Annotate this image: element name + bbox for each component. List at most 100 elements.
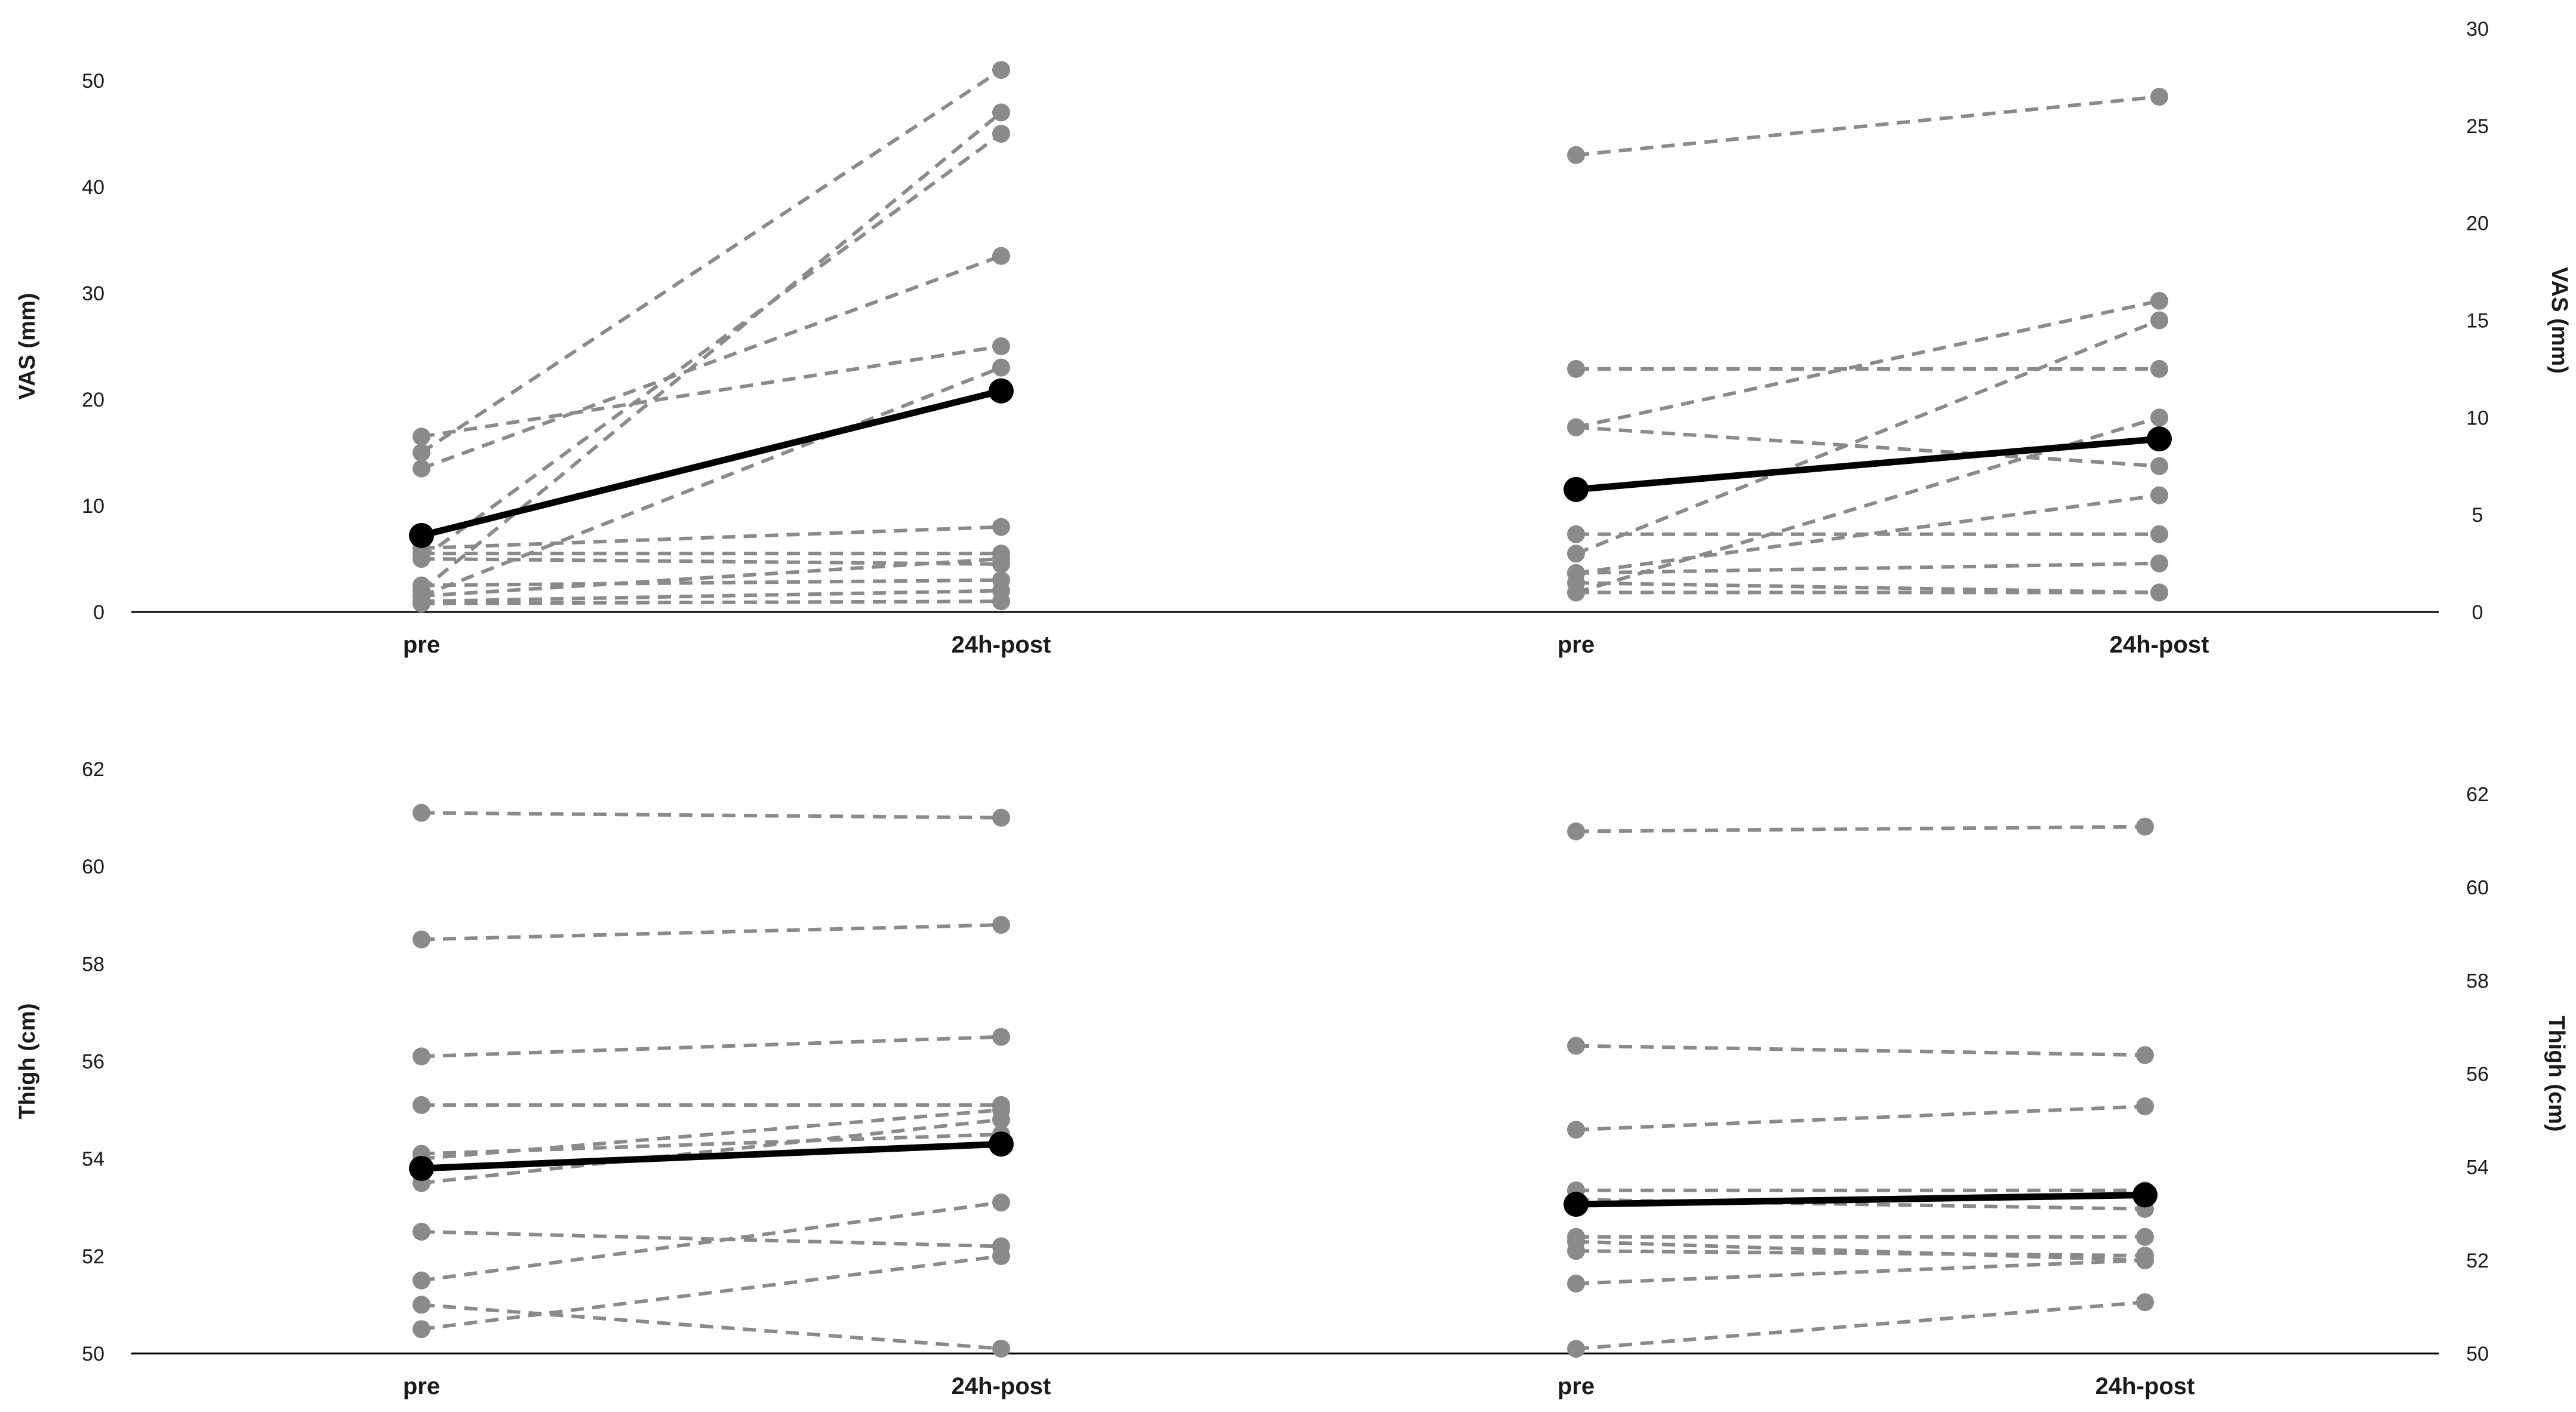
individual-point bbox=[413, 444, 430, 462]
individual-point bbox=[2136, 817, 2154, 836]
individual-point bbox=[1567, 822, 1585, 841]
individual-point bbox=[2136, 1097, 2154, 1116]
y-tick-label: 0 bbox=[2472, 601, 2483, 624]
y-tick-label: 58 bbox=[2466, 970, 2489, 992]
individual-point bbox=[992, 592, 1010, 611]
individual-point bbox=[1567, 525, 1585, 543]
individual-line bbox=[421, 599, 1002, 605]
y-axis-label: Thigh (cm) bbox=[2544, 1016, 2569, 1131]
y-tick-label: 0 bbox=[93, 601, 104, 624]
individual-line bbox=[1575, 425, 2160, 468]
chart-panel-3: 50 52 54 56 58 60 62 Thigh (cm) pre 24h-post bbox=[15, 758, 1289, 1399]
y-tick-label: 40 bbox=[82, 176, 104, 199]
individual-point bbox=[413, 459, 430, 478]
y-tick-label: 58 bbox=[82, 953, 104, 976]
individual-line bbox=[1575, 1239, 2146, 1262]
y-axis-label: VAS (mm) bbox=[15, 293, 40, 400]
individual-point bbox=[992, 1110, 1010, 1129]
y-tick-label: 56 bbox=[82, 1051, 104, 1073]
individual-point bbox=[1567, 1274, 1585, 1293]
individual-point bbox=[992, 1193, 1010, 1212]
mean-line bbox=[1575, 435, 2160, 493]
y-tick-label: 10 bbox=[2466, 407, 2489, 429]
mean-point bbox=[1564, 476, 1589, 502]
individual-point bbox=[2150, 525, 2168, 543]
x-category-label: 24h-post bbox=[952, 632, 1051, 658]
individual-point bbox=[992, 125, 1010, 143]
individual-line bbox=[420, 365, 1002, 598]
individual-line bbox=[1575, 94, 2160, 157]
y-tick-label: 30 bbox=[82, 282, 104, 305]
x-category-label: pre bbox=[403, 1373, 440, 1399]
individual-point bbox=[992, 337, 1010, 355]
individual-line bbox=[421, 525, 1002, 550]
individual-line bbox=[421, 1035, 1002, 1059]
mean-point bbox=[2132, 1182, 2158, 1208]
individual-point bbox=[2150, 87, 2168, 106]
mean-line bbox=[420, 387, 1002, 539]
individual-line bbox=[421, 1303, 1002, 1351]
individual-point bbox=[992, 518, 1010, 536]
y-tick-label: 52 bbox=[2466, 1250, 2489, 1272]
individual-point bbox=[2136, 1251, 2154, 1269]
individual-point bbox=[2136, 1046, 2154, 1065]
mean-line bbox=[421, 1140, 1002, 1172]
individual-line bbox=[1575, 825, 2146, 833]
x-category-label: pre bbox=[1558, 1373, 1595, 1399]
y-tick-label: 56 bbox=[2466, 1063, 2489, 1086]
individual-point bbox=[1567, 146, 1585, 164]
individual-line bbox=[1575, 318, 2160, 556]
individual-point bbox=[992, 1247, 1010, 1265]
individual-line bbox=[1575, 1249, 2146, 1258]
individual-point bbox=[413, 582, 430, 600]
individual-point bbox=[2150, 554, 2168, 573]
individual-line bbox=[420, 254, 1002, 470]
individual-line bbox=[420, 68, 1002, 454]
x-category-label: 24h-post bbox=[2110, 632, 2209, 658]
individual-line bbox=[1575, 1105, 2146, 1132]
individual-point bbox=[2150, 457, 2168, 475]
y-tick-label: 52 bbox=[82, 1245, 104, 1268]
y-tick-label: 25 bbox=[2466, 115, 2489, 138]
individual-line bbox=[421, 1108, 1002, 1161]
individual-point bbox=[2150, 583, 2168, 602]
individual-line bbox=[421, 811, 1002, 820]
individual-point bbox=[2150, 291, 2168, 310]
individual-point bbox=[2136, 1293, 2154, 1312]
individual-point bbox=[413, 1320, 430, 1339]
y-tick-label: 62 bbox=[2466, 783, 2489, 806]
individual-point bbox=[413, 427, 430, 446]
chart-panel-4: 50 52 54 56 58 60 62 Thigh (cm) pre 24h-post bbox=[1289, 783, 2569, 1399]
individual-point bbox=[413, 594, 430, 613]
individual-line bbox=[1575, 416, 2160, 595]
individual-point bbox=[1567, 1340, 1585, 1358]
individual-line bbox=[1575, 561, 2160, 575]
individual-point bbox=[413, 1271, 430, 1290]
individual-point bbox=[992, 61, 1010, 79]
individual-point bbox=[992, 550, 1010, 568]
individual-line bbox=[421, 557, 1002, 598]
individual-line bbox=[1575, 493, 2160, 575]
individual-point bbox=[2150, 311, 2168, 330]
y-tick-label: 54 bbox=[2466, 1156, 2489, 1179]
individual-point bbox=[413, 1223, 430, 1241]
mean-point bbox=[409, 1155, 434, 1181]
x-category-label: pre bbox=[1558, 632, 1595, 658]
individual-point bbox=[2150, 408, 2168, 427]
individual-point bbox=[992, 103, 1010, 122]
y-tick-label: 30 bbox=[2466, 18, 2489, 41]
individual-line bbox=[421, 1230, 1002, 1248]
individual-point bbox=[2150, 486, 2168, 504]
mean-point bbox=[989, 1131, 1014, 1157]
y-axis-label: Thigh (cm) bbox=[15, 1003, 40, 1119]
individual-point bbox=[413, 550, 430, 568]
individual-point bbox=[1567, 583, 1585, 602]
individual-point bbox=[992, 358, 1010, 377]
individual-point bbox=[2150, 359, 2168, 378]
individual-line bbox=[420, 132, 1002, 561]
individual-line bbox=[1575, 1044, 2146, 1057]
individual-point bbox=[992, 1028, 1010, 1046]
y-axis-label: VAS (mm) bbox=[2547, 267, 2572, 374]
y-tick-label: 20 bbox=[82, 389, 104, 411]
